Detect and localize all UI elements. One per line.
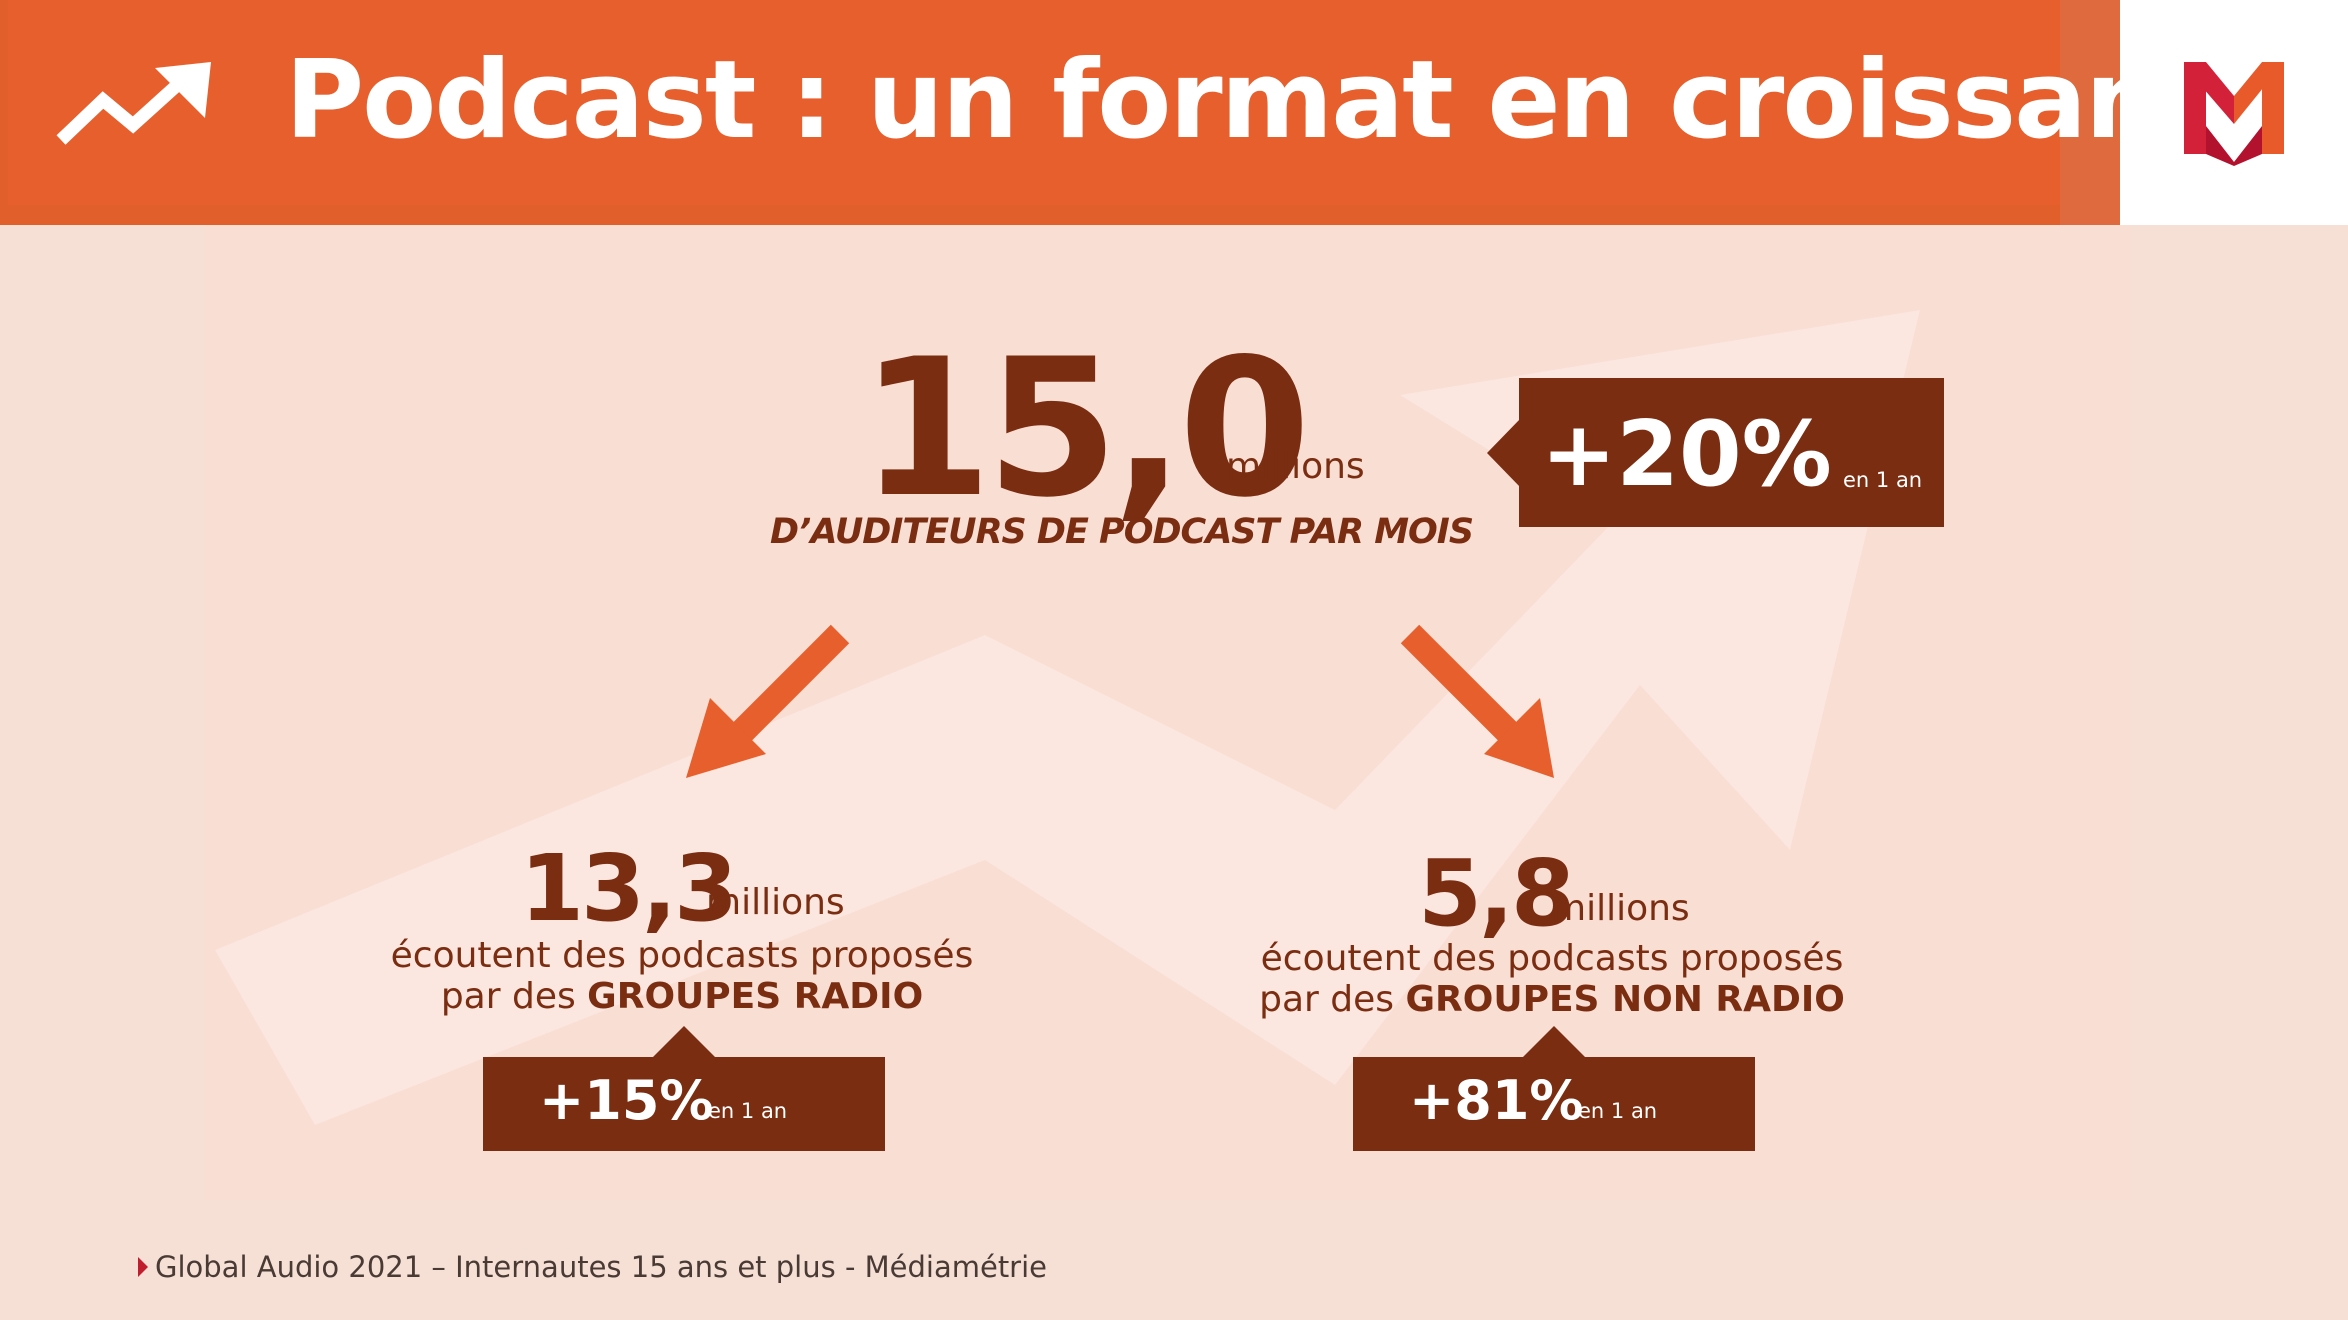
left-desc-line2: par des GROUPES RADIO: [352, 976, 1012, 1017]
footer-source: Global Audio 2021 – Internautes 15 ans e…: [155, 1250, 1048, 1284]
left-growth-value: +15%: [539, 1069, 714, 1132]
right-desc-prefix: par des: [1259, 979, 1406, 1020]
right-growth-period: en 1 an: [1578, 1099, 1658, 1123]
arrow-down-right-icon: [1400, 624, 1554, 778]
left-growth-badge: +15% en 1 an: [483, 1057, 885, 1151]
main-growth-period: en 1 an: [1843, 468, 1923, 492]
left-desc-line1: écoutent des podcasts proposés: [390, 935, 974, 976]
footer-marker-icon: [138, 1257, 148, 1277]
right-unit: millions: [1551, 888, 1690, 929]
left-badge-pointer: [652, 1026, 716, 1058]
right-description: écoutent des podcasts proposés par des G…: [1222, 938, 1882, 1020]
right-value: 5,8: [1418, 840, 1575, 947]
left-value: 13,3: [520, 835, 738, 942]
right-badge-pointer: [1522, 1026, 1586, 1058]
page-title: Podcast : un format en croissance: [285, 38, 2295, 163]
left-desc-bold: GROUPES RADIO: [587, 976, 924, 1017]
main-growth-value: +20%: [1541, 402, 1832, 507]
right-growth-badge: +81% en 1 an: [1353, 1057, 1755, 1151]
left-description: écoutent des podcasts proposés par des G…: [352, 935, 1012, 1017]
header-bar: [0, 0, 2120, 225]
left-growth-period: en 1 an: [708, 1099, 788, 1123]
main-unit: millions: [1226, 446, 1365, 487]
right-desc-bold: GROUPES NON RADIO: [1405, 979, 1845, 1020]
left-desc-prefix: par des: [440, 976, 588, 1017]
right-desc-line2: par des GROUPES NON RADIO: [1222, 979, 1882, 1020]
right-growth-value: +81%: [1409, 1069, 1584, 1132]
left-unit: millions: [706, 882, 845, 923]
right-desc-line1: écoutent des podcasts proposés: [1260, 938, 1844, 979]
main-subtitle: D’AUDITEURS DE PODCAST PAR MOIS: [770, 512, 1474, 552]
arrow-down-left-icon: [686, 624, 850, 778]
main-badge-pointer: [1487, 418, 1521, 488]
mediametrie-logo-icon: [2184, 62, 2284, 166]
header-bar-edge: [2060, 0, 2120, 225]
header-bar-inner: [8, 0, 2060, 205]
background-arrow-icon: [215, 310, 1920, 1125]
trending-up-icon: [56, 62, 211, 145]
main-growth-badge: +20% en 1 an: [1519, 378, 1944, 527]
main-value: 15,0: [860, 318, 1311, 539]
